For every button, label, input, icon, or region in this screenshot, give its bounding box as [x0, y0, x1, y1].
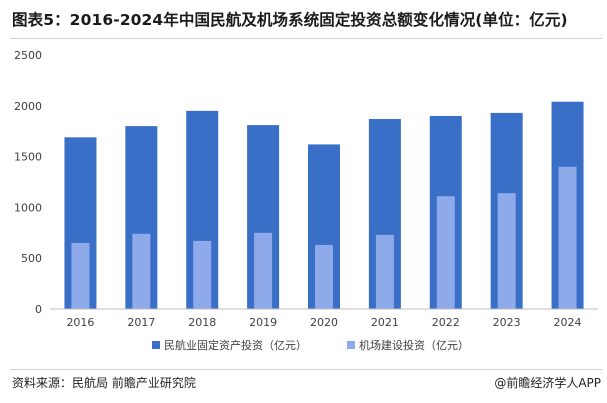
bar-airport-construction-investment	[254, 232, 273, 309]
y-tick-label: 2000	[14, 100, 42, 113]
bar-airport-construction-investment	[375, 234, 394, 309]
x-tick-label: 2021	[371, 316, 399, 329]
y-tick-label: 1500	[14, 151, 42, 164]
y-tick-label: 2500	[14, 49, 42, 62]
brand-label: @前瞻经济学人APP	[494, 376, 601, 390]
y-axis-ticks: 0 500 1000 1500 2000 2500	[14, 49, 42, 316]
bar-airport-construction-investment	[71, 242, 90, 309]
x-tick-label: 2022	[432, 316, 460, 329]
chart-title: 图表5：2016-2024年中国民航及机场系统固定投资总额变化情况(单位：亿元)	[12, 11, 568, 29]
legend-swatch	[347, 341, 355, 349]
bar-chart: 0 500 1000 1500 2000 2500 2016 2017 2018 2019 202…	[14, 49, 598, 352]
title-divider	[10, 38, 602, 39]
bar-airport-construction-investment	[497, 193, 516, 309]
source-note: 资料来源：民航局 前瞻产业研究院	[12, 376, 196, 390]
y-tick-label: 500	[21, 252, 42, 265]
x-tick-label: 2018	[188, 316, 216, 329]
x-tick-label: 2020	[310, 316, 338, 329]
legend-swatch	[152, 341, 160, 349]
y-tick-label: 1000	[14, 201, 42, 214]
bar-airport-construction-investment	[436, 196, 455, 309]
bars	[64, 101, 584, 310]
legend: 民航业固定资产投资（亿元） 机场建设投资（亿元）	[152, 338, 469, 352]
legend-label: 民航业固定资产投资（亿元）	[164, 338, 307, 352]
bar-airport-construction-investment	[193, 240, 212, 309]
y-tick-label: 0	[35, 303, 42, 316]
x-axis-ticks: 2016 2017 2018 2019 2020 2021 2022 2023 2024	[66, 316, 581, 329]
legend-label: 机场建设投资（亿元）	[359, 338, 469, 352]
x-tick-label: 2023	[493, 316, 521, 329]
bar-airport-construction-investment	[315, 244, 333, 309]
x-tick-label: 2024	[554, 316, 582, 329]
x-tick-label: 2016	[66, 316, 94, 329]
x-tick-label: 2017	[127, 316, 155, 329]
x-tick-label: 2019	[249, 316, 277, 329]
bar-airport-construction-investment	[132, 233, 151, 309]
footer-divider	[10, 369, 602, 370]
bar-airport-construction-investment	[558, 166, 577, 309]
